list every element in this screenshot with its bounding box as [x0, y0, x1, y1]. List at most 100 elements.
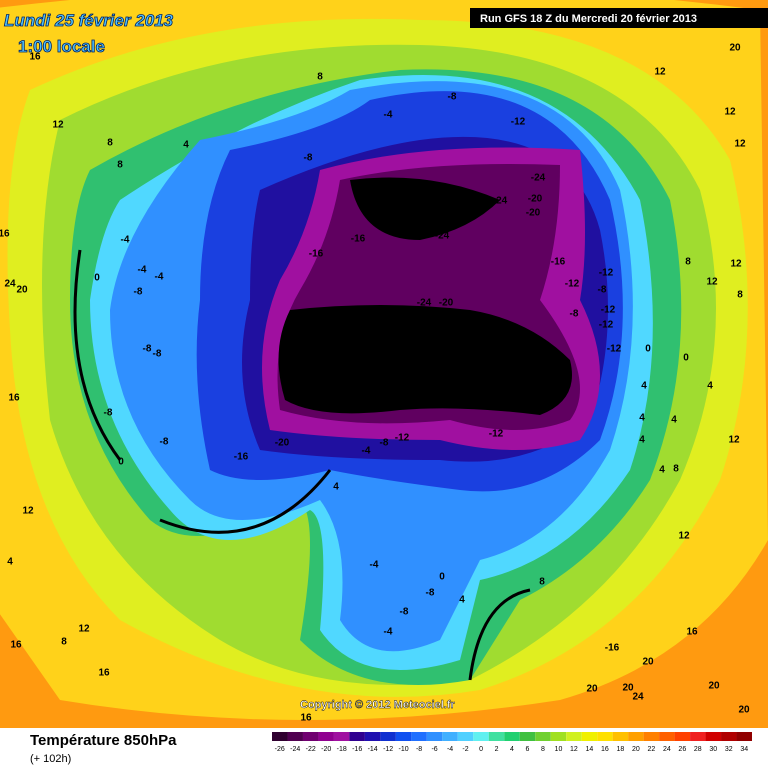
colorbar-label: -6 — [431, 746, 437, 753]
colorbar-label: 20 — [632, 746, 640, 753]
colorbar-swatch — [721, 732, 737, 741]
colorbar-swatch — [426, 732, 443, 741]
contour-label: 12 — [678, 531, 690, 542]
colorbar-swatch — [349, 732, 365, 741]
contour-label: -20 — [528, 194, 543, 205]
contour-label: 0 — [645, 344, 651, 355]
contour-label: 8 — [685, 257, 691, 268]
contour-label: -8 — [153, 349, 162, 360]
contour-label: -4 — [384, 110, 393, 121]
contour-label: -8 — [143, 344, 152, 355]
colorbar-label: -20 — [321, 746, 331, 753]
run-box — [470, 8, 768, 28]
colorbar-label: -14 — [368, 746, 378, 753]
run-info: Run GFS 18 Z du Mercredi 20 février 2013 — [480, 13, 697, 25]
colorbar-swatch — [318, 732, 334, 741]
contour-label: -4 — [121, 235, 130, 246]
contour-label: -4 — [138, 265, 147, 276]
colorbar-swatch — [287, 732, 303, 741]
forecast-time: 1:00 locale — [18, 37, 105, 56]
contour-label: 16 — [98, 668, 110, 679]
colorbar-label: 32 — [725, 746, 733, 753]
colorbar-label: 28 — [694, 746, 702, 753]
contour-label: 0 — [94, 273, 100, 284]
contour-label: 0 — [683, 353, 689, 364]
colorbar-label: 18 — [616, 746, 624, 753]
contour-label: 16 — [300, 713, 312, 724]
colorbar-label: 14 — [586, 746, 594, 753]
map-field — [0, 0, 768, 728]
colorbar-label: 2 — [495, 746, 499, 753]
contour-label: -4 — [155, 272, 164, 283]
colorbar-label: 6 — [526, 746, 530, 753]
contour-label: -8 — [134, 287, 143, 298]
colorbar-label: -8 — [416, 746, 422, 753]
contour-label: -8 — [400, 607, 409, 618]
contour-label: -32 — [511, 336, 526, 347]
colorbar-swatch — [674, 732, 691, 741]
contour-label: 12 — [724, 107, 736, 118]
contour-label: -8 — [598, 285, 607, 296]
contour-label: 8 — [737, 290, 743, 301]
contour-label: 12 — [78, 624, 90, 635]
colorbar-swatch — [659, 732, 675, 741]
contour-label: -12 — [489, 429, 504, 440]
colorbar-label: 16 — [601, 746, 609, 753]
contour-label: 4 — [639, 435, 645, 446]
contour-label: 20 — [586, 684, 598, 695]
contour-label: 8 — [117, 160, 123, 171]
colorbar-label: -16 — [352, 746, 362, 753]
contour-label: 0 — [439, 572, 445, 583]
contour-label: -12 — [599, 320, 614, 331]
colorbar-swatch — [333, 732, 350, 741]
contour-label: -8 — [160, 437, 169, 448]
contour-label: 12 — [22, 506, 34, 517]
contour-label: -32 — [330, 399, 345, 410]
contour-label: -12 — [607, 344, 622, 355]
colorbar-label: -22 — [306, 746, 316, 753]
contour-label: -8 — [304, 153, 313, 164]
colorbar-label: 30 — [709, 746, 717, 753]
contour-label: 16 — [8, 393, 20, 404]
colorbar: -26 -24 -22 -20 -18 -16 -14 -12 -10 -8 -6 -4 -2 0 2 4 6 8… — [272, 732, 752, 753]
contour-label: -32 — [371, 209, 386, 220]
contour-label: -16 — [234, 452, 249, 463]
contour-label: 4 — [333, 482, 339, 493]
colorbar-label: 12 — [570, 746, 578, 753]
contour-label: 8 — [107, 138, 113, 149]
contour-label: -24 — [531, 173, 546, 184]
colorbar-swatch — [473, 732, 489, 741]
colorbar-swatch — [705, 732, 722, 741]
contour-label: 12 — [706, 277, 718, 288]
colorbar-swatch — [488, 732, 505, 741]
contour-label: -20 — [275, 438, 290, 449]
contour-label: 24 — [632, 692, 644, 703]
colorbar-label: 22 — [647, 746, 655, 753]
colorbar-label: 4 — [510, 746, 514, 753]
contour-label: 12 — [728, 435, 740, 446]
colorbar-swatch — [395, 732, 412, 741]
contour-label: 8 — [61, 637, 67, 648]
contour-label: -8 — [448, 92, 457, 103]
copyright: Copyright © 2012 Meteociel.fr — [300, 699, 456, 711]
colorbar-swatch — [597, 732, 613, 741]
colorbar-swatch — [442, 732, 458, 741]
contour-label: -8 — [380, 438, 389, 449]
contour-label: 12 — [52, 120, 64, 131]
colorbar-label: 8 — [541, 746, 545, 753]
colorbar-label: -4 — [447, 746, 453, 753]
colorbar-label: -12 — [383, 746, 393, 753]
field-title: Température 850hPa — [30, 732, 177, 749]
contour-label: -32 — [415, 353, 430, 364]
contour-label: 20 — [738, 705, 750, 716]
contour-label: 4 — [641, 381, 647, 392]
colorbar-label: -10 — [399, 746, 409, 753]
colorbar-swatch — [380, 732, 396, 741]
colorbar-swatch — [612, 732, 629, 741]
colorbar-swatch — [457, 732, 474, 741]
contour-label: 16 — [686, 627, 698, 638]
contour-label: -24 — [417, 298, 432, 309]
colorbar-swatch — [302, 732, 319, 741]
contour-label: 20 — [622, 683, 634, 694]
